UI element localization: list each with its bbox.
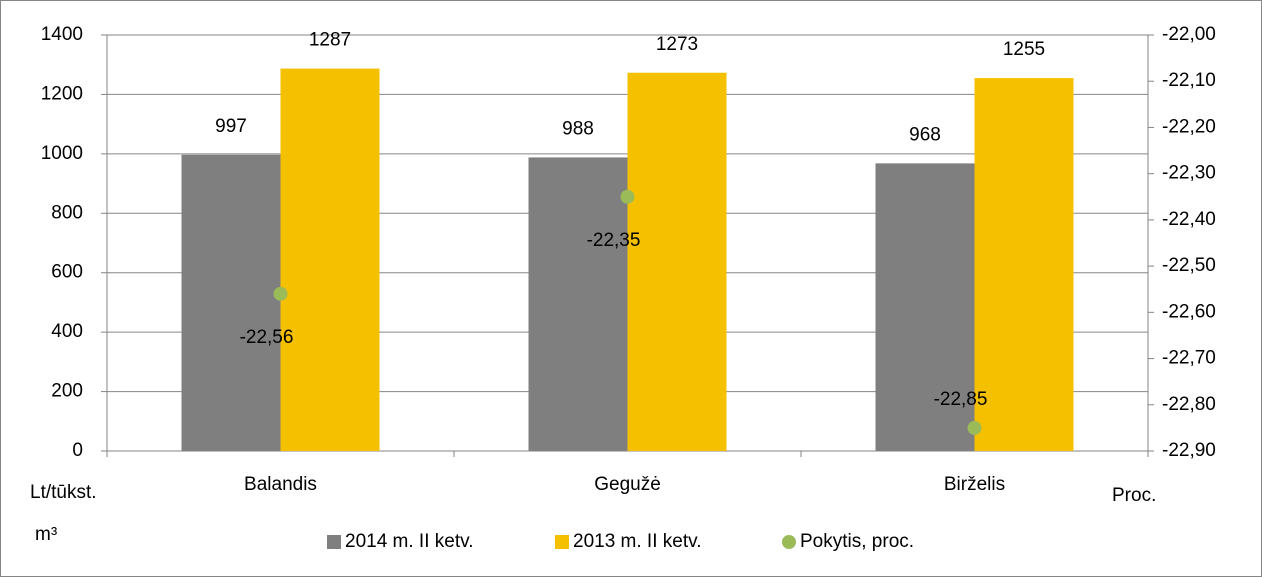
data-label: 1273 xyxy=(656,34,698,55)
legend-label: Pokytis, proc. xyxy=(800,531,914,552)
y-tick-label: 600 xyxy=(51,262,83,283)
y-axis-label: m³ xyxy=(35,524,57,545)
y-tick-label: 400 xyxy=(51,321,83,342)
y2-tick-label: -22,20 xyxy=(1162,116,1216,137)
y-axis-label: Lt/tūkst. xyxy=(30,482,97,503)
y2-tick-label: -22,60 xyxy=(1162,301,1216,322)
legend-label: 2014 m. II ketv. xyxy=(345,531,473,552)
data-label: 968 xyxy=(909,124,941,145)
data-label: 988 xyxy=(562,118,594,139)
legend-label: 2013 m. II ketv. xyxy=(573,531,701,552)
x-tick-label: Birželis xyxy=(944,474,1005,495)
legend-marker xyxy=(555,535,569,549)
bar xyxy=(974,78,1074,451)
data-label: -22,35 xyxy=(587,230,641,251)
bar xyxy=(280,68,380,451)
data-label: -22,56 xyxy=(240,327,294,348)
bar xyxy=(181,154,281,451)
data-label: 1287 xyxy=(309,30,351,51)
y2-tick-label: -22,70 xyxy=(1162,348,1216,369)
y2-tick-label: -22,10 xyxy=(1162,70,1216,91)
y2-tick-label: -22,80 xyxy=(1162,394,1216,415)
bar xyxy=(528,157,628,451)
bar xyxy=(875,163,975,451)
data-label: 997 xyxy=(215,116,247,137)
x-tick-label: Balandis xyxy=(244,474,317,495)
bar xyxy=(627,72,727,451)
y2-tick-label: -22,00 xyxy=(1162,24,1216,45)
x-tick-label: Gegužė xyxy=(594,474,661,495)
y-tick-label: 1400 xyxy=(41,24,83,45)
point xyxy=(967,420,982,435)
y-tick-label: 1200 xyxy=(41,83,83,104)
legend-marker xyxy=(327,535,341,549)
legend-marker xyxy=(782,535,796,549)
point xyxy=(273,286,288,301)
y-tick-label: 1000 xyxy=(41,143,83,164)
y2-tick-label: -22,90 xyxy=(1162,440,1216,461)
y2-tick-label: -22,50 xyxy=(1162,255,1216,276)
data-label: -22,85 xyxy=(934,389,988,410)
y2-tick-label: -22,30 xyxy=(1162,163,1216,184)
point xyxy=(620,189,635,204)
y-tick-label: 0 xyxy=(72,440,83,461)
y2-tick-label: -22,40 xyxy=(1162,209,1216,230)
y-tick-label: 200 xyxy=(51,381,83,402)
y2-axis-label: Proc. xyxy=(1112,485,1156,506)
data-label: 1255 xyxy=(1003,39,1045,60)
y-tick-label: 800 xyxy=(51,202,83,223)
